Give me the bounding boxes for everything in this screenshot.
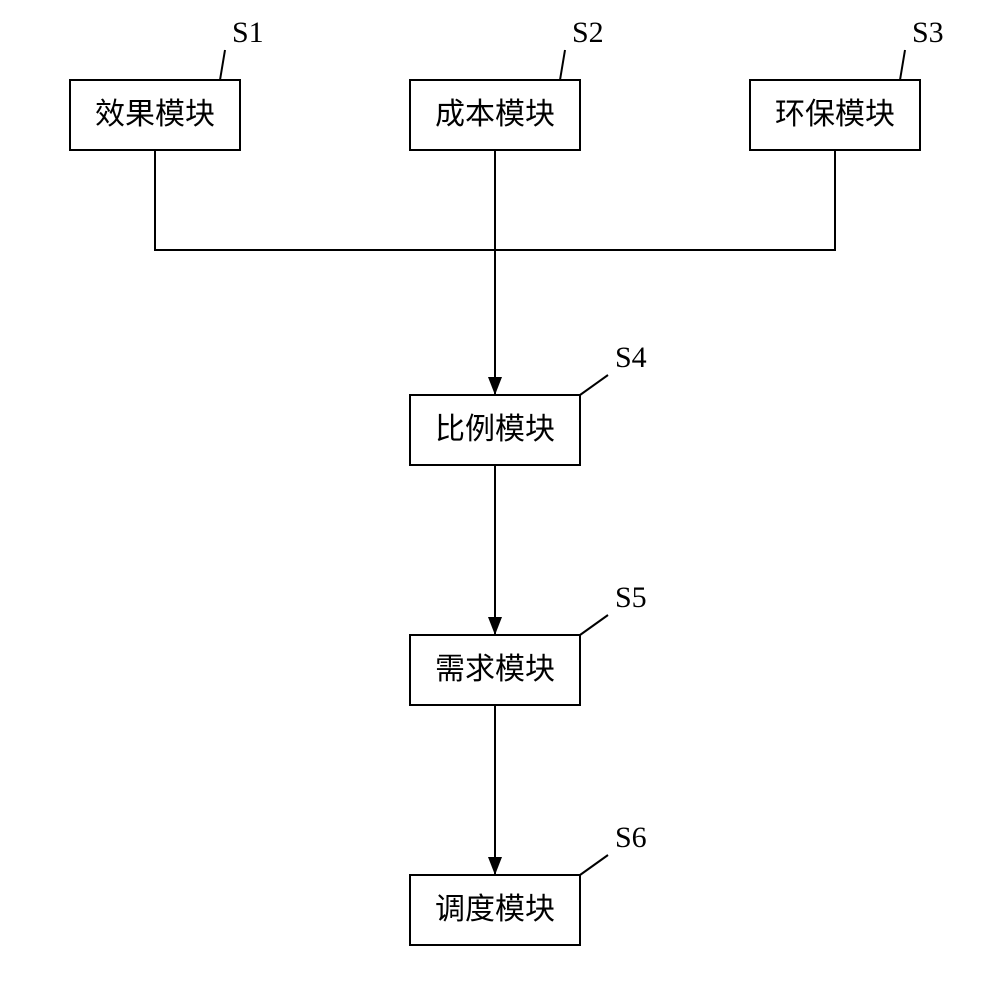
leader-s4: [580, 375, 608, 395]
leader-s1: [220, 50, 225, 80]
leader-s2: [560, 50, 565, 80]
node-s2: 成本模块: [410, 80, 580, 150]
node-s1: 效果模块: [70, 80, 240, 150]
leader-s3: [900, 50, 905, 80]
edge-s1-s4: [155, 150, 495, 395]
leader-s6: [580, 855, 608, 875]
leader-s5: [580, 615, 608, 635]
tag-s4: S4: [615, 341, 647, 374]
node-s6: 调度模块: [410, 875, 580, 945]
node-s5: 需求模块: [410, 635, 580, 705]
tag-s5: S5: [615, 581, 647, 614]
node-s1-label: 效果模块: [95, 98, 215, 131]
node-s3-label: 环保模块: [775, 98, 895, 131]
node-s4-label: 比例模块: [435, 413, 555, 446]
arrow-s4-s5: [488, 617, 502, 635]
edge-s3-s4: [495, 150, 835, 395]
node-s2-label: 成本模块: [435, 98, 555, 131]
tag-s2: S2: [572, 16, 604, 49]
tag-s1: S1: [232, 16, 264, 49]
node-s6-label: 调度模块: [435, 893, 555, 926]
tag-s6: S6: [615, 821, 647, 854]
node-s3: 环保模块: [750, 80, 920, 150]
tag-s3: S3: [912, 16, 944, 49]
arrow-s5-s6: [488, 857, 502, 875]
node-s5-label: 需求模块: [435, 653, 555, 686]
node-s4: 比例模块: [410, 395, 580, 465]
